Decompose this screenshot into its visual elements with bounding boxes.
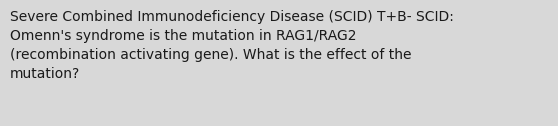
Text: Severe Combined Immunodeficiency Disease (SCID) T+B- SCID:
Omenn's syndrome is t: Severe Combined Immunodeficiency Disease…: [10, 10, 454, 81]
